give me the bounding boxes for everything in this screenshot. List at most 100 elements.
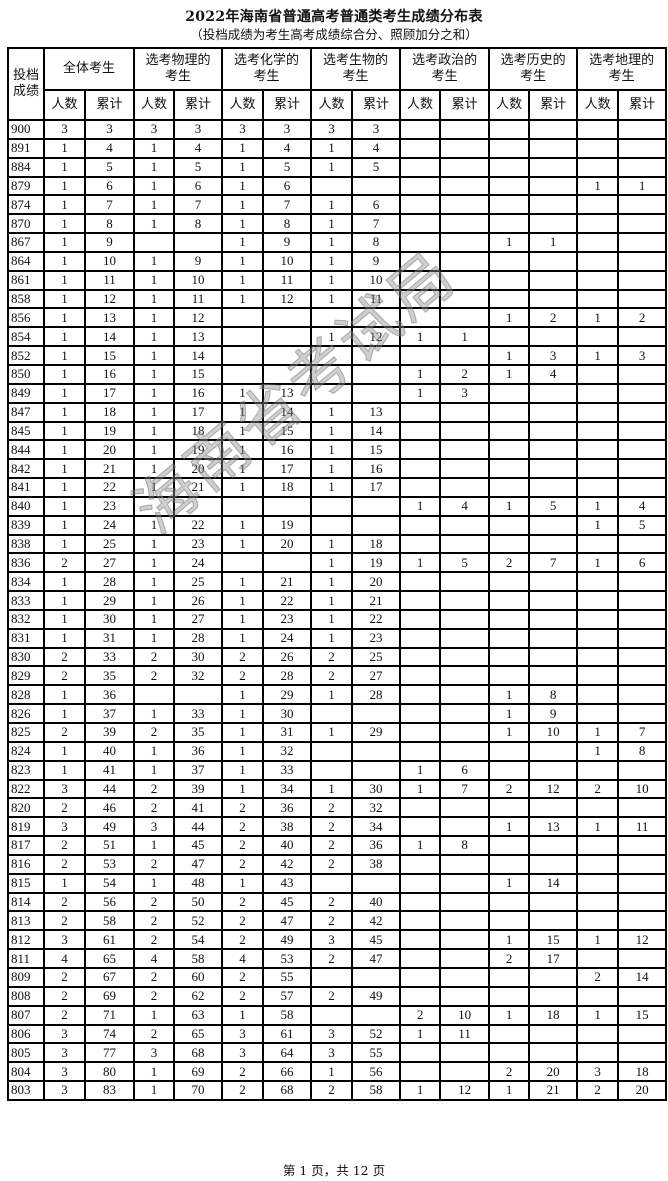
cumulative-cell: 43 xyxy=(262,872,313,894)
count-cell xyxy=(488,401,531,423)
count-cell: 1 xyxy=(43,533,86,555)
cumulative-cell: 23 xyxy=(351,627,402,649)
cumulative-cell: 37 xyxy=(83,703,136,724)
cumulative-cell xyxy=(617,533,668,555)
cumulative-cell: 9 xyxy=(83,232,136,253)
count-cell: 1 xyxy=(221,684,265,706)
cumulative-cell: 15 xyxy=(173,363,224,385)
count-cell xyxy=(310,872,354,894)
count-cell: 1 xyxy=(488,232,531,253)
score-cell: 804 xyxy=(7,1061,45,1083)
cumulative-cell xyxy=(617,119,668,140)
count-cell xyxy=(576,835,620,856)
cumulative-cell: 25 xyxy=(83,533,136,555)
table-row: 804 3 80 1 69 2 66 1 56 2 20 3 18 xyxy=(7,1061,668,1083)
count-cell xyxy=(399,288,442,310)
score-cell: 825 xyxy=(7,722,45,743)
cumulative-cell: 23 xyxy=(83,495,136,517)
table-row: 879 1 6 1 6 1 6 1 1 xyxy=(7,175,668,197)
count-cell: 1 xyxy=(310,250,354,272)
cumulative-cell xyxy=(617,891,668,913)
cumulative-cell: 16 xyxy=(173,382,224,404)
cumulative-cell xyxy=(528,439,579,461)
count-cell: 1 xyxy=(576,1004,620,1026)
cumulative-cell: 77 xyxy=(83,1042,136,1064)
count-cell: 1 xyxy=(488,684,531,706)
cumulative-cell xyxy=(528,250,579,272)
count-cell xyxy=(488,985,531,1007)
cumulative-cell xyxy=(439,816,491,838)
count-cell xyxy=(576,194,620,216)
cumulative-cell: 27 xyxy=(173,608,224,630)
count-cell: 1 xyxy=(310,401,354,423)
cumulative-cell xyxy=(439,608,491,630)
count-cell: 2 xyxy=(310,891,354,913)
table-row: 817 2 51 1 45 2 40 2 36 1 8 xyxy=(7,835,668,856)
table-row: 803 3 83 1 70 2 68 2 58 1 12 1 21 2 20 xyxy=(7,1080,668,1101)
table-row: 831 1 31 1 28 1 24 1 23 xyxy=(7,627,668,649)
count-cell: 1 xyxy=(221,759,265,781)
table-row: 847 1 18 1 17 1 14 1 13 xyxy=(7,401,668,423)
cumulative-cell: 3 xyxy=(439,382,491,404)
count-cell: 1 xyxy=(399,363,442,385)
count-cell xyxy=(488,533,531,555)
cumulative-cell: 54 xyxy=(83,872,136,894)
cumulative-cell: 11 xyxy=(439,1023,491,1045)
count-cell: 1 xyxy=(133,740,176,762)
count-cell xyxy=(576,382,620,404)
cumulative-cell: 11 xyxy=(262,269,313,291)
count-cell xyxy=(310,1004,354,1026)
count-cell xyxy=(399,929,442,951)
cumulative-cell: 4 xyxy=(83,137,136,159)
page-subtitle: （投档成绩为考生高考成绩综合分、照顾加分之和） xyxy=(190,27,478,42)
count-cell: 1 xyxy=(310,533,354,555)
cumulative-cell xyxy=(439,590,491,611)
cumulative-cell xyxy=(262,495,313,517)
count-cell: 1 xyxy=(221,194,265,216)
cumulative-cell xyxy=(439,137,491,159)
count-cell: 3 xyxy=(310,1023,354,1045)
score-cell: 815 xyxy=(7,872,45,894)
cumulative-cell: 14 xyxy=(617,966,668,988)
count-cell: 1 xyxy=(43,458,86,480)
count-cell: 1 xyxy=(576,740,620,762)
cumulative-cell xyxy=(528,175,579,197)
cumulative-cell: 11 xyxy=(351,288,402,310)
count-cell xyxy=(399,477,442,498)
cumulative-cell xyxy=(528,382,579,404)
cumulative-cell: 32 xyxy=(173,665,224,687)
count-cell xyxy=(576,985,620,1007)
cumulative-cell: 20 xyxy=(83,439,136,461)
cumulative-cell xyxy=(439,1042,491,1064)
table-row: 828 1 36 1 29 1 28 1 8 xyxy=(7,684,668,706)
count-cell: 4 xyxy=(221,948,265,969)
count-cell xyxy=(488,646,531,668)
cumulative-cell xyxy=(351,966,402,988)
count-cell xyxy=(576,213,620,235)
cumulative-cell: 8 xyxy=(173,213,224,235)
cumulative-cell: 1 xyxy=(528,232,579,253)
count-cell: 1 xyxy=(399,835,442,856)
count-cell: 1 xyxy=(576,307,620,329)
cumulative-cell: 56 xyxy=(83,891,136,913)
score-cell: 813 xyxy=(7,910,45,932)
table-row: 823 1 41 1 37 1 33 1 6 xyxy=(7,759,668,781)
cumulative-cell xyxy=(439,703,491,724)
count-cell: 1 xyxy=(221,439,265,461)
count-cell: 2 xyxy=(488,552,531,574)
cumulative-cell xyxy=(262,552,313,574)
count-cell: 1 xyxy=(43,684,86,706)
cumulative-cell xyxy=(439,307,491,329)
cumulative-cell xyxy=(617,948,668,969)
header-score: 投档成绩 xyxy=(7,47,45,121)
count-cell: 2 xyxy=(133,966,176,988)
score-cell: 900 xyxy=(7,119,45,140)
cumulative-cell xyxy=(617,853,668,875)
count-cell: 1 xyxy=(310,232,354,253)
count-cell xyxy=(399,533,442,555)
cumulative-cell: 48 xyxy=(173,872,224,894)
cumulative-cell xyxy=(528,514,579,536)
count-cell xyxy=(488,288,531,310)
cumulative-cell: 22 xyxy=(83,477,136,498)
count-cell xyxy=(488,137,531,159)
